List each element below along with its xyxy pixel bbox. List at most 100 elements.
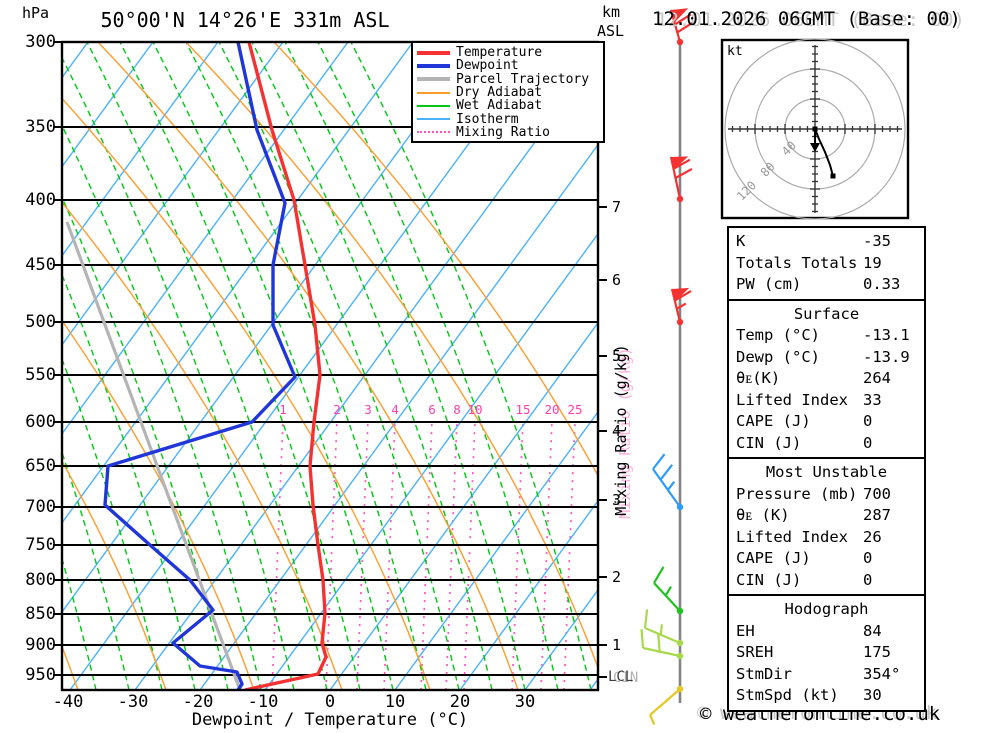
panel-row-value: 700 — [863, 484, 891, 503]
legend-item: Dewpoint — [417, 58, 603, 73]
legend-label: Mixing Ratio — [456, 124, 550, 140]
temp-tick-label: 10 — [384, 692, 406, 712]
panel-row: Lifted Index 26 — [736, 527, 924, 549]
hodograph-ring — [724, 38, 906, 220]
panel-row: Lifted Index 33 — [736, 390, 924, 412]
pressure-tick-label: 500 — [25, 312, 56, 332]
mixing-ratio-line — [511, 419, 524, 690]
isotherm-line — [329, 321, 598, 690]
run-date-label: 12.01.2026 06GMT (Base: 00) — [652, 8, 961, 30]
panel-row-label: Totals Totals — [736, 253, 858, 272]
asl-unit-label: ASL — [597, 22, 625, 40]
panel-row: CAPE (J) 0 — [736, 411, 924, 433]
wind-barb — [652, 453, 684, 511]
info-panels: K -35 Totals Totals 19 PW (cm) 0.33 Surface Tem… — [727, 226, 926, 712]
km-tick-label: 1 — [612, 636, 622, 654]
panel-row-label: StmSpd (kt) — [736, 686, 839, 704]
panel-header: Surface — [793, 304, 860, 323]
wet-adiabat-line — [152, 42, 394, 690]
pressure-tick-label: 850 — [25, 604, 56, 624]
mixing-ratio-line — [463, 419, 476, 690]
pressure-tick-label: 650 — [25, 456, 56, 476]
legend-swatch — [417, 77, 450, 82]
panel-header: Most Unstable — [765, 463, 888, 481]
temp-tick-label: 30 — [514, 692, 536, 712]
panel-row: θᴇ (K) 287 — [736, 505, 924, 527]
wet-adiabat-line — [350, 42, 592, 690]
legend-item: Parcel Trajectory — [417, 72, 603, 87]
panel-row-value: 175 — [863, 643, 891, 661]
panel-row: StmSpd (kt) 30 — [736, 685, 924, 707]
mixing-ratio-value-label: 6 — [428, 402, 436, 417]
wind-barb — [669, 8, 694, 46]
km-tick-label: 7 — [612, 198, 622, 216]
panel-row-value: 0 — [863, 433, 873, 452]
pressure-tick-label: 800 — [25, 570, 56, 590]
legend-item: Mixing Ratio — [417, 124, 603, 140]
panel-row-label: Dewp (°C) — [736, 347, 820, 366]
panel-row-label: K — [736, 232, 746, 250]
mixing-ratio-value-label: 4 — [391, 402, 399, 417]
mixing-ratio-value-label: 10 — [467, 402, 482, 417]
mixing-ratio-value-label: 3 — [364, 402, 372, 417]
panel-row-label: Lifted Index — [736, 390, 848, 409]
mixing-ratio-value-label: 2 — [333, 402, 341, 417]
info-panel: Hodograph EH 84 SREH 175 StmDir 354° StmSpd (kt… — [727, 594, 926, 712]
wet-adiabat-line — [284, 42, 526, 690]
wet-adiabat-line — [62, 450, 130, 690]
pressure-unit-label: hPa — [22, 4, 50, 22]
panel-row: Pressure (mb) 700 — [736, 484, 924, 506]
panel-row-value: -13.9 — [863, 347, 910, 366]
isotherm-line — [264, 232, 598, 690]
legend-swatch — [417, 50, 450, 55]
temp-tick-label: -10 — [247, 692, 279, 712]
wind-barb — [670, 287, 692, 326]
temp-tick-label: -40 — [52, 692, 84, 712]
temp-tick-label: -20 — [182, 692, 214, 712]
temperature-curve — [244, 42, 328, 690]
isotherm-line — [459, 499, 598, 690]
wind-barb — [648, 685, 684, 725]
panel-row-label: θᴇ (K) — [736, 506, 790, 524]
mixing-ratio-line — [563, 419, 576, 690]
panel-row-label: CIN (J) — [736, 570, 802, 589]
legend-item: Temperature — [417, 45, 603, 60]
pressure-tick-label: 400 — [25, 190, 56, 210]
panel-row-value: -13.1 — [863, 326, 910, 344]
panel-row: StmDir 354° — [736, 664, 924, 686]
panel-row: Totals Totals 19 — [736, 253, 924, 275]
panel-row: CAPE (J) 0 — [736, 548, 924, 570]
wind-barb — [669, 156, 693, 203]
mixing-ratio-line — [383, 419, 396, 690]
legend: Temperature Dewpoint Parcel Trajectory Dry … — [411, 41, 605, 144]
panel-header: Hodograph — [784, 600, 869, 618]
dry-adiabat-line — [185, 42, 598, 670]
panel-row-value: 0 — [863, 570, 873, 589]
panel-row-label: CAPE (J) — [736, 549, 811, 567]
panel-row: Temp (°C) -13.1 — [736, 325, 924, 347]
panel-row-label: θᴇ(K) — [736, 369, 781, 387]
panel-row-value: 264 — [863, 369, 891, 387]
isotherm-line — [62, 42, 284, 346]
panel-row: SREH 175 — [736, 642, 924, 664]
panel-row-label: StmDir — [736, 664, 792, 683]
info-panel: Surface Temp (°C) -13.1 Dewp (°C) -13.9 θᴇ(K)… — [727, 298, 926, 459]
panel-row-value: -35 — [863, 232, 891, 250]
wet-adiabat-line — [119, 42, 361, 690]
panel-row-value: 0 — [863, 549, 873, 567]
wind-barb — [653, 566, 684, 615]
legend-swatch — [417, 104, 450, 107]
panel-row-value: 84 — [863, 621, 882, 640]
dewpoint-curve — [103, 42, 297, 690]
temp-tick-label: 0 — [324, 692, 336, 712]
hodograph-trace — [814, 128, 834, 177]
wet-adiabat-line — [62, 357, 163, 690]
dry-adiabat-line — [62, 201, 343, 690]
isotherm-line — [62, 42, 349, 436]
pressure-tick-label: 700 — [25, 497, 56, 517]
panel-row-label: CAPE (J) — [736, 412, 811, 430]
info-panel: Most Unstable Pressure (mb) 700 θᴇ (K) 287 Li… — [727, 457, 926, 596]
legend-label: Dry Adiabat — [456, 85, 543, 101]
storm-motion-arrowhead — [810, 143, 820, 152]
